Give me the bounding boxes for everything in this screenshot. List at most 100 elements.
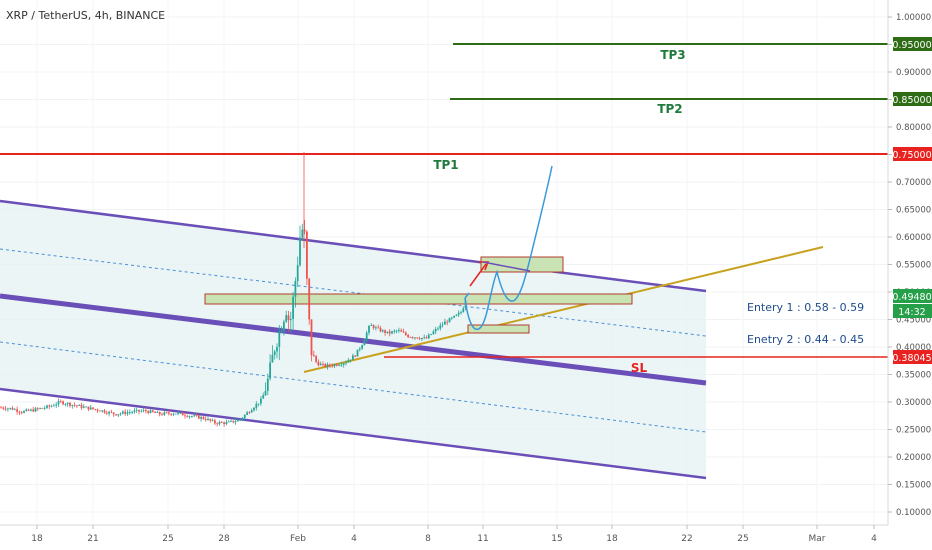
candle-body [234, 421, 237, 423]
candle-body [197, 415, 200, 419]
candle-body [149, 410, 152, 413]
candle-body [165, 412, 168, 414]
y-tick-label: 0.15000 [896, 481, 931, 491]
candle-body [50, 405, 53, 407]
candle-body [41, 408, 44, 409]
candle-body [460, 312, 462, 313]
tp2-price-tag: 0.85000 [892, 92, 932, 106]
candle-body [211, 420, 214, 422]
projected-short-line[interactable] [464, 292, 470, 299]
candle-body [119, 413, 122, 415]
x-tick-label: 8 [425, 534, 431, 544]
candle-body [257, 403, 260, 405]
candle-body [398, 330, 400, 331]
candle-body [230, 420, 232, 422]
projected-path[interactable] [464, 165, 553, 330]
y-axis[interactable]: 1.00000 0.95000 0.90000 0.85000 0.80000 0.750… [888, 13, 931, 518]
candle-body [358, 348, 361, 350]
x-tick-label: 18 [31, 534, 43, 544]
resistance-zone[interactable] [204, 293, 633, 305]
candle-body [103, 410, 106, 413]
candle-body [361, 345, 363, 349]
candle-body [306, 231, 308, 279]
y-tick-label: 1.00000 [896, 13, 931, 23]
candle-body [418, 338, 421, 340]
candle-body [253, 407, 255, 411]
candle-body [110, 411, 113, 413]
candle-body [427, 334, 430, 339]
candle-body [57, 401, 60, 405]
candle-body [278, 332, 281, 347]
channel-upper-line [0, 199, 707, 293]
candle-body [370, 325, 373, 326]
candle-body [432, 331, 435, 335]
candle-body [409, 337, 412, 338]
candle-body [11, 407, 14, 410]
candle-body [262, 395, 265, 399]
candle-body [335, 364, 338, 366]
candle-body [388, 331, 391, 334]
candle-body [20, 412, 23, 414]
x-axis[interactable]: 18 21 25 28 Feb 4 8 11 15 18 22 25 Mar 4 [31, 525, 877, 544]
candle-body [82, 406, 85, 408]
candle-body [276, 346, 278, 352]
candle-body [80, 404, 83, 408]
candle-body [368, 325, 370, 333]
candle-body [411, 337, 414, 338]
candle-body [246, 412, 248, 415]
x-tick-label: 22 [681, 534, 692, 544]
candle-body [273, 351, 276, 356]
candle-body [214, 420, 216, 424]
y-tick-label: 0.40000 [896, 343, 931, 353]
candle-body [133, 410, 136, 413]
tp1-price-tag: 0.75000 [892, 147, 932, 161]
candle-body [66, 402, 69, 405]
candle-body [112, 412, 115, 415]
candle-body [381, 330, 384, 332]
candle-body [237, 419, 239, 422]
candle-body [218, 422, 221, 425]
candle-body [301, 229, 304, 238]
candle-body [181, 412, 184, 416]
candle-body [2, 407, 5, 409]
sl-price-tag: 0.38045 [892, 350, 932, 364]
candle-body [322, 363, 324, 365]
arrowhead-icon [479, 261, 490, 271]
entry2-text: Enetry 2 : 0.44 - 0.45 [747, 333, 864, 346]
entry1-zone[interactable] [480, 256, 564, 273]
candle-body [400, 330, 403, 332]
candle-body [363, 339, 366, 346]
x-tick-label: 18 [606, 534, 618, 544]
entry2-zone[interactable] [467, 324, 530, 334]
candle-body [186, 416, 189, 417]
candle-body [329, 364, 331, 366]
candle-body [462, 308, 465, 313]
candle-body [87, 406, 90, 410]
candle-body [71, 404, 74, 406]
candle-body [280, 330, 283, 333]
candle-body [393, 330, 396, 332]
candle-body [23, 410, 25, 413]
candle-body [69, 402, 71, 406]
arrow-target-line [482, 261, 531, 272]
x-tick-label: Feb [290, 534, 306, 544]
candle-body [421, 338, 423, 340]
candle-body [43, 407, 46, 409]
candle-body [289, 319, 292, 321]
x-tick-label: Mar [809, 534, 826, 544]
candle-body [0, 407, 2, 409]
trend-line[interactable] [303, 246, 824, 373]
candle-body [220, 422, 223, 423]
candle-body [342, 363, 345, 365]
candle-body [437, 328, 439, 330]
candle-body [89, 407, 92, 410]
candle-body [46, 405, 48, 408]
candle-body [16, 409, 18, 412]
chart-title: XRP / TetherUS, 4h, BINANCE [6, 9, 166, 22]
candle-body [326, 364, 329, 368]
y-tick-label: 0.30000 [896, 398, 931, 408]
y-tick-label: 0.35000 [896, 371, 931, 381]
candle-body [425, 337, 428, 339]
candle-body [156, 412, 159, 413]
